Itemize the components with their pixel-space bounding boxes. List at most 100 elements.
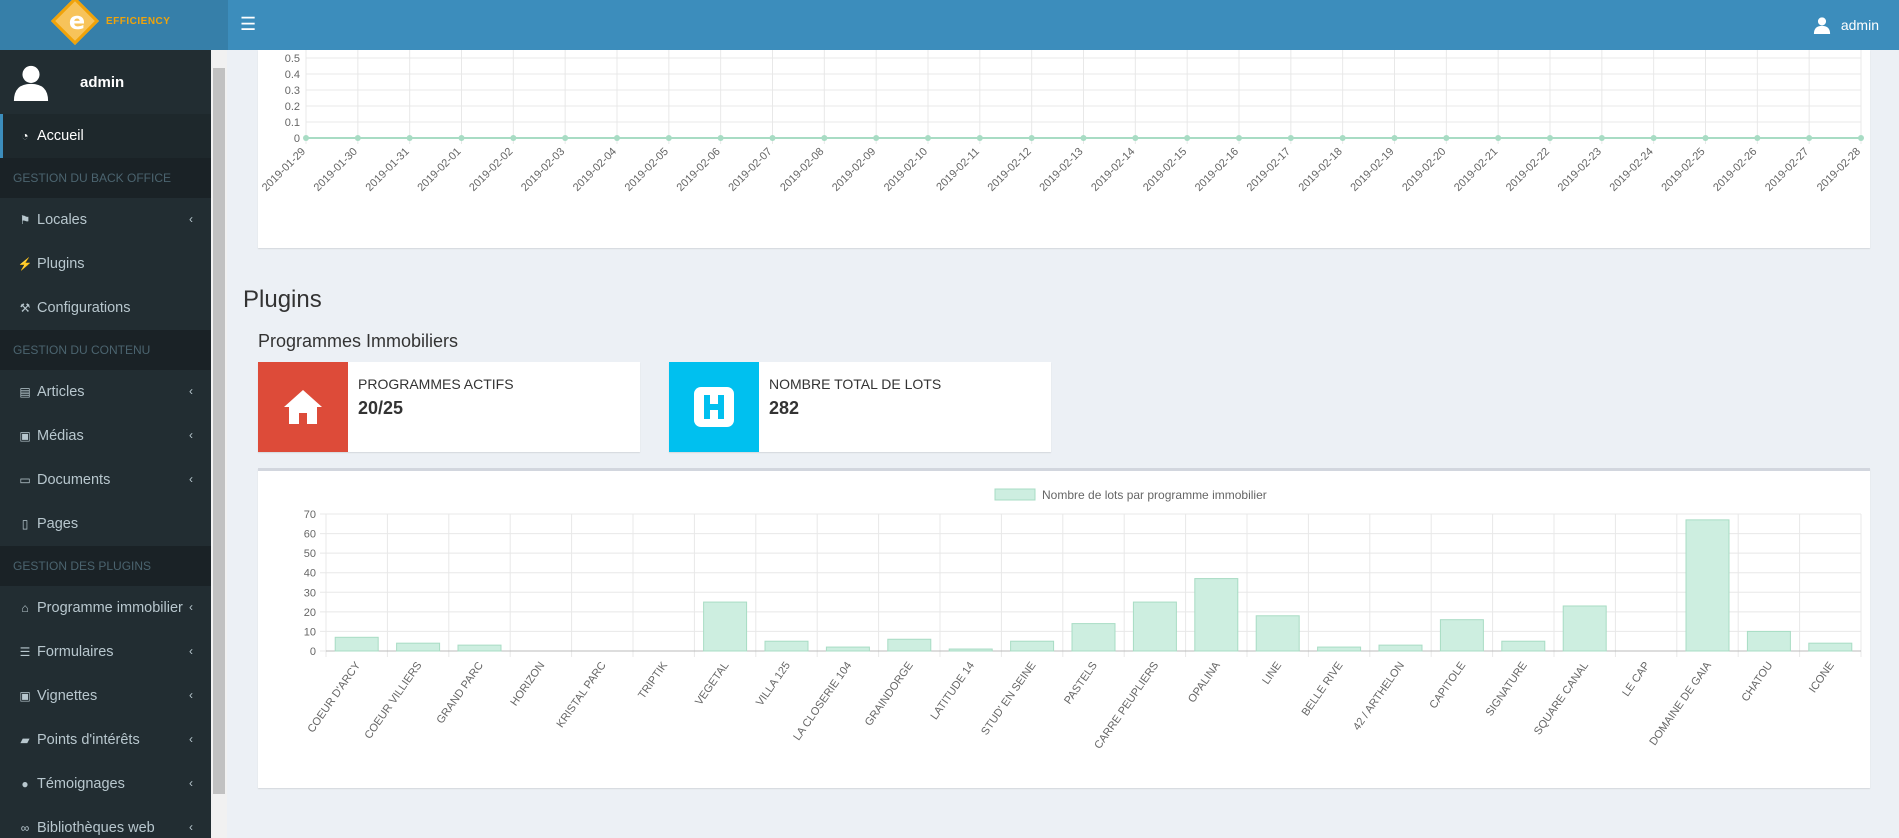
- main-content: 00.10.20.30.40.50.62019-01-292019-01-302…: [227, 37, 1899, 838]
- sidebar-item-articles[interactable]: ▤ Articles ‹: [0, 370, 211, 414]
- x-tick-label: LATITUDE 14: [929, 660, 978, 722]
- sidebar-menu: ◔ Accueil GESTION DU BACK OFFICE ⚑ Locales ‹ ⚡…: [0, 114, 211, 838]
- menu-toggle-icon[interactable]: ☰: [240, 14, 257, 34]
- legend-label: Nombre de lots par programme immobilier: [1042, 488, 1267, 502]
- bar: [1439, 619, 1484, 652]
- x-tick-label: HORIZON: [508, 660, 547, 708]
- x-tick-label: 2019-02-09: [830, 146, 878, 194]
- sidebar-item-t-moignages[interactable]: ● Témoignages ‹: [0, 762, 211, 806]
- dashboard-icon: ◔: [21, 129, 29, 143]
- y-tick-label: 50: [304, 548, 316, 560]
- bar: [887, 638, 932, 652]
- sidebar-item-label: Témoignages: [37, 776, 125, 792]
- user-icon: [1813, 17, 1830, 34]
- data-point: [406, 135, 413, 141]
- sidebar-item-programme-immobilier[interactable]: ⌂ Programme immobilier ‹: [0, 586, 211, 630]
- info-box-label: PROGRAMMES ACTIFS: [358, 376, 514, 392]
- data-point: [562, 135, 569, 141]
- bar: [1501, 640, 1546, 652]
- x-tick-label: 2019-02-08: [778, 146, 826, 194]
- x-tick-label: 2019-01-29: [260, 146, 308, 194]
- x-tick-label: 2019-02-15: [1141, 146, 1189, 194]
- logo-text: EFFICIENCY: [106, 16, 171, 27]
- sidebar-item-pages[interactable]: ▯ Pages: [0, 502, 211, 546]
- x-tick-label: OPALINA: [1186, 659, 1223, 705]
- x-tick-label: 2019-02-05: [623, 146, 671, 194]
- page-icon: ▯: [21, 517, 29, 531]
- top-user-name: admin: [1840, 17, 1879, 33]
- sidebar-item-biblioth-ques-web[interactable]: ∞ Bibliothèques web ‹: [0, 806, 211, 838]
- sidebar-item-plugins[interactable]: ⚡ Plugins: [0, 242, 211, 286]
- data-point: [510, 135, 517, 141]
- data-point: [717, 135, 724, 141]
- x-tick-label: GRAINDORGE: [863, 660, 916, 728]
- data-point: [1650, 135, 1657, 141]
- data-point: [1184, 135, 1191, 141]
- bar: [457, 644, 502, 652]
- data-point: [1028, 135, 1035, 141]
- x-tick-label: KRISTAL PARC: [555, 660, 609, 730]
- sidebar-item-points-d-int-r-ts[interactable]: ▰ Points d'intérêts ‹: [0, 718, 211, 762]
- user-menu[interactable]: admin: [1813, 0, 1899, 50]
- sidebar-item-label: Accueil: [37, 128, 84, 144]
- newspaper-icon: ▤: [19, 385, 31, 399]
- bar: [948, 648, 993, 652]
- y-tick-label: 40: [304, 568, 316, 580]
- bar-chart: Nombre de lots par programme immobilier 0…: [304, 488, 1862, 751]
- bar: [1562, 605, 1607, 652]
- x-tick-label: 2019-02-28: [1815, 146, 1863, 194]
- x-tick-label: GRAND PARC: [435, 660, 486, 726]
- x-tick-label: 42 / ARTHELON: [1351, 660, 1407, 733]
- x-tick-label: VEGETAL: [693, 660, 731, 708]
- logo-letter: e: [68, 7, 86, 35]
- lots-bar-chart-box: Nombre de lots par programme immobilier 0…: [258, 468, 1870, 788]
- sidebar-item-label: Configurations: [37, 300, 131, 316]
- chevron-left-icon: ‹: [189, 732, 193, 746]
- sidebar-item-locales[interactable]: ⚑ Locales ‹: [0, 198, 211, 242]
- home-icon: [258, 362, 348, 452]
- x-tick-label: COEUR D'ARCY: [305, 659, 363, 735]
- x-tick-label: LINE: [1260, 660, 1284, 687]
- x-tick-label: 2019-02-19: [1348, 146, 1396, 194]
- data-point: [1443, 135, 1450, 141]
- x-tick-label: 2019-02-17: [1245, 146, 1293, 194]
- subsection-title: Programmes Immobiliers: [258, 331, 459, 351]
- bar: [1685, 519, 1730, 652]
- x-tick-label: 2019-02-20: [1400, 146, 1448, 194]
- plug-icon: ⚡: [17, 257, 33, 271]
- bar: [703, 601, 748, 652]
- user-avatar-icon: [13, 65, 49, 101]
- chevron-left-icon: ‹: [189, 472, 193, 486]
- sidebar-scrollbar-thumb[interactable]: [213, 68, 225, 794]
- data-point: [1132, 135, 1139, 141]
- x-tick-label: 2019-02-01: [415, 146, 463, 194]
- hospital-h-icon: [669, 362, 759, 452]
- section-title: Plugins: [243, 286, 322, 313]
- data-point: [1391, 135, 1398, 141]
- sidebar-section-header: GESTION DES PLUGINS: [0, 546, 211, 586]
- sidebar-item-label: Locales: [37, 212, 87, 228]
- flag-icon: ⚑: [19, 213, 31, 227]
- chevron-left-icon: ‹: [189, 212, 193, 226]
- sidebar-item-vignettes[interactable]: ▣ Vignettes ‹: [0, 674, 211, 718]
- logo[interactable]: e EFFICIENCY: [0, 0, 228, 50]
- sidebar-item-m-dias[interactable]: ▣ Médias ‹: [0, 414, 211, 458]
- data-point: [925, 135, 931, 141]
- chevron-left-icon: ‹: [189, 600, 193, 614]
- data-point: [1754, 135, 1761, 141]
- sidebar-item-label: Points d'intérêts: [37, 732, 140, 748]
- bar: [1255, 615, 1300, 652]
- data-point: [458, 135, 465, 141]
- sidebar-item-configurations[interactable]: ⚒ Configurations: [0, 286, 211, 330]
- x-tick-label: DOMAINE DE GAIA: [1647, 659, 1714, 748]
- data-point: [665, 135, 672, 141]
- sidebar-item-documents[interactable]: ▭ Documents ‹: [0, 458, 211, 502]
- data-point: [976, 135, 983, 141]
- sidebar-item-formulaires[interactable]: ☰ Formulaires ‹: [0, 630, 211, 674]
- x-tick-label: STUD' EN SEINE: [979, 660, 1038, 738]
- chevron-left-icon: ‹: [189, 428, 193, 442]
- x-tick-label: COEUR VILLIERS: [362, 660, 424, 742]
- chevron-left-icon: ‹: [189, 384, 193, 398]
- data-point: [821, 135, 828, 141]
- sidebar-item-accueil[interactable]: ◔ Accueil: [0, 114, 211, 158]
